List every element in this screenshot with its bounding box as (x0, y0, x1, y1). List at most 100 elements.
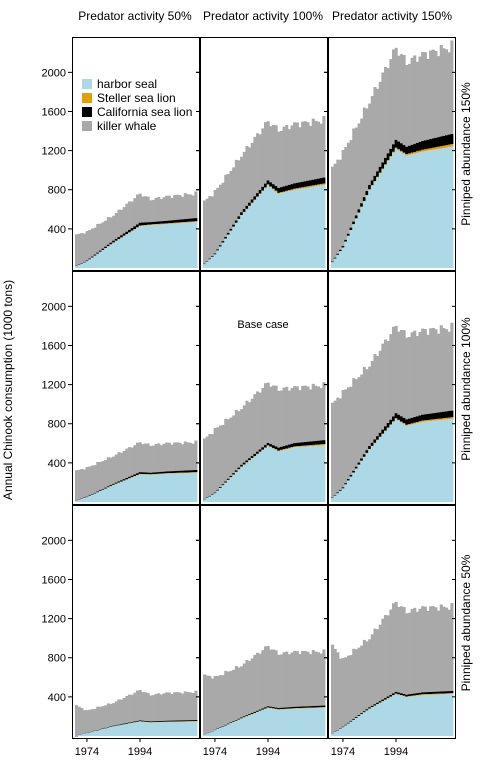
bar-harbor-seal (128, 232, 132, 268)
bar-california-sea-lion (386, 696, 390, 699)
bar-killer-whale (269, 649, 273, 707)
bar-killer-whale (208, 434, 212, 496)
bar-harbor-seal (322, 445, 326, 502)
bar-steller-sea-lion (397, 419, 401, 421)
bar-california-sea-lion (277, 447, 281, 451)
bar-california-sea-lion (365, 450, 369, 453)
bar-california-sea-lion (439, 136, 443, 147)
bar-killer-whale (429, 606, 433, 692)
bar-killer-whale (429, 328, 433, 414)
bar-killer-whale (311, 383, 315, 442)
bar-harbor-seal (253, 456, 257, 502)
bar-killer-whale (301, 385, 305, 443)
bar-california-sea-lion (237, 718, 241, 720)
bar-killer-whale (203, 438, 207, 500)
bar-california-sea-lion (378, 432, 382, 437)
bar-california-sea-lion (437, 691, 441, 694)
bar-harbor-seal (309, 187, 313, 268)
bar-harbor-seal (234, 223, 238, 268)
bar-killer-whale (271, 385, 276, 446)
bar-harbor-seal (191, 222, 195, 268)
bar-killer-whale (248, 147, 252, 203)
bar-california-sea-lion (261, 708, 265, 710)
bar-harbor-seal (98, 251, 102, 268)
bar-harbor-seal (88, 732, 92, 736)
bar-california-sea-lion (173, 220, 177, 223)
bar-steller-sea-lion (303, 186, 307, 188)
bar-harbor-seal (264, 187, 268, 268)
bar-california-sea-lion (157, 472, 161, 474)
bar-killer-whale (331, 402, 335, 498)
bar-killer-whale (109, 457, 113, 486)
bar-killer-whale (279, 390, 283, 447)
bar-harbor-seal (154, 722, 158, 736)
bar-california-sea-lion (392, 693, 396, 696)
bar-killer-whale (415, 611, 419, 694)
bar-california-sea-lion (287, 707, 291, 709)
bar-harbor-seal (261, 709, 265, 736)
bar-killer-whale (333, 648, 337, 732)
bar-harbor-seal (96, 492, 100, 502)
bar-steller-sea-lion (298, 708, 302, 709)
bar-harbor-seal (77, 734, 81, 736)
bar-harbor-seal (352, 719, 356, 736)
bar-killer-whale (141, 444, 145, 473)
bar-harbor-seal (384, 699, 388, 736)
bar-california-sea-lion (186, 470, 190, 473)
bar-california-sea-lion (250, 713, 254, 715)
bar-harbor-seal (93, 493, 97, 502)
bar-california-sea-lion (218, 245, 222, 247)
bar-california-sea-lion (234, 470, 238, 472)
bar-steller-sea-lion (274, 449, 278, 451)
bar-steller-sea-lion (423, 694, 427, 696)
bar-killer-whale (80, 707, 84, 734)
bar-california-sea-lion (413, 693, 417, 696)
bar-california-sea-lion (405, 419, 409, 425)
bar-harbor-seal (258, 452, 262, 502)
bar-california-sea-lion (303, 706, 307, 708)
bar-california-sea-lion (183, 470, 187, 473)
bar-killer-whale (431, 327, 435, 414)
bar-steller-sea-lion (306, 707, 310, 709)
bar-killer-whale (149, 200, 153, 223)
bar-california-sea-lion (407, 694, 411, 697)
bar-california-sea-lion (266, 180, 270, 185)
bar-harbor-seal (439, 148, 443, 268)
bar-killer-whale (191, 443, 195, 471)
bar-killer-whale (245, 660, 249, 716)
bar-harbor-seal (418, 695, 422, 736)
bar-california-sea-lion (250, 199, 254, 203)
bar-steller-sea-lion (319, 444, 323, 446)
bar-killer-whale (266, 645, 270, 707)
bar-harbor-seal (167, 473, 171, 502)
bar-california-sea-lion (234, 220, 238, 223)
bar-killer-whale (224, 174, 228, 238)
bar-california-sea-lion (317, 178, 321, 185)
bar-killer-whale (141, 196, 145, 223)
bar-killer-whale (104, 705, 108, 728)
bar-harbor-seal (274, 709, 278, 736)
bar-harbor-seal (159, 224, 163, 268)
bar-california-sea-lion (224, 481, 228, 483)
bar-california-sea-lion (445, 135, 449, 146)
bar-harbor-seal (194, 222, 198, 268)
bar-harbor-seal (194, 721, 198, 736)
bar-harbor-seal (112, 726, 116, 736)
bar-steller-sea-lion (439, 693, 443, 695)
bar-california-sea-lion (290, 184, 294, 190)
panel-r2-c1 (68, 271, 200, 508)
bar-california-sea-lion (346, 722, 350, 725)
bar-steller-sea-lion (290, 189, 294, 191)
bar-harbor-seal (384, 165, 388, 268)
x-tick-label: 1974 (331, 746, 355, 758)
bar-killer-whale (234, 666, 238, 720)
bar-harbor-seal (205, 497, 209, 502)
bar-california-sea-lion (130, 722, 134, 724)
bar-steller-sea-lion (170, 473, 174, 474)
bar-california-sea-lion (112, 483, 116, 486)
bar-steller-sea-lion (282, 191, 286, 193)
bar-killer-whale (88, 230, 92, 259)
bar-harbor-seal (279, 193, 283, 268)
bar-killer-whale (183, 193, 187, 220)
bar-killer-whale (445, 49, 449, 136)
